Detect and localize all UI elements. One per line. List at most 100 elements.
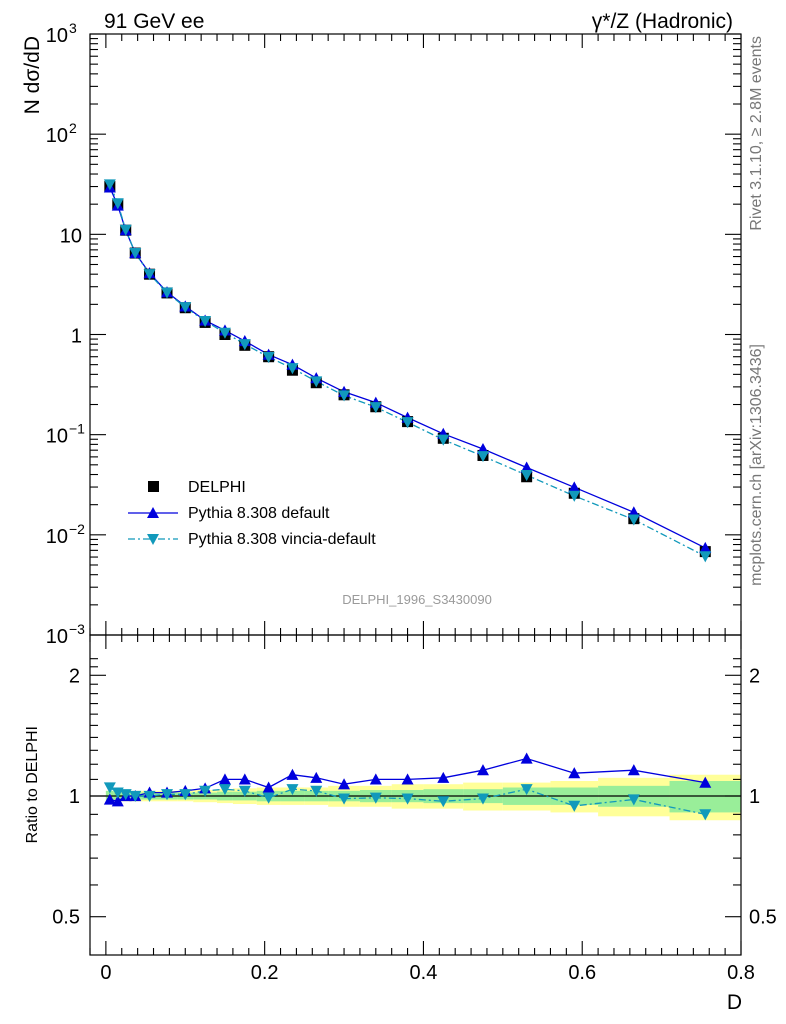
ratio-point-mc2 [310, 785, 323, 797]
ratio-point-mc2 [179, 789, 192, 801]
legend-marker-mc2 [147, 534, 159, 545]
data-point-mc2 [286, 363, 299, 375]
data-point-mc2 [338, 390, 351, 402]
ratio-point-mc1 [103, 793, 116, 805]
data-point-mc2 [129, 247, 142, 260]
ratio-point-mc1 [262, 781, 275, 793]
ratio-point-mc2 [699, 809, 712, 821]
data-point-mc2 [437, 434, 450, 446]
bottom-y-axis-title: Ratio to DELPHI [24, 726, 41, 843]
ratio-point-mc1 [568, 767, 581, 779]
ratio-point-mc2 [401, 793, 414, 805]
legend-label-delphi: DELPHI [188, 479, 246, 496]
ratio-point-mc2 [437, 796, 450, 808]
data-point-mc2 [218, 327, 231, 339]
data-point-mc2 [119, 224, 132, 236]
ratio-tick-label-right: 0.5 [749, 907, 777, 929]
y-tick-label: 10 [60, 225, 82, 247]
y-tick-label-exponent: 2 [69, 120, 77, 136]
ratio-point-mc1 [310, 771, 323, 783]
ratio-point-mc2 [286, 784, 299, 796]
data-point-mc1 [699, 541, 712, 554]
data-point-mc1 [520, 461, 533, 473]
y-tick-label-exponent: −3 [69, 621, 85, 637]
data-point-mc2 [476, 451, 489, 463]
data-point-mc2 [401, 417, 414, 429]
x-axis-title: D [727, 991, 742, 1014]
ratio-tick-label-left: 2 [69, 665, 80, 687]
data-point-mc2 [179, 302, 192, 314]
ratio-point-mc2 [476, 793, 489, 805]
y-tick-label: 1 [71, 326, 82, 348]
data-point-mc2 [103, 179, 116, 191]
mcplots-label: mcplots.cern.ch [arXiv:1306.3436] [748, 344, 765, 586]
ratio-tick-label-right: 1 [749, 786, 760, 808]
ratio-point-mc2 [143, 790, 156, 802]
x-tick-label: 0.2 [251, 962, 279, 984]
ratio-point-mc2 [369, 792, 382, 804]
ratio-point-mc1 [437, 771, 450, 783]
data-point-mc2 [199, 316, 212, 328]
y-tick-label: 10 [46, 526, 68, 548]
ratio-point-mc1 [338, 778, 351, 790]
ratio-point-mc1 [369, 773, 382, 785]
ratio-line-mc2 [109, 786, 706, 815]
y-tick-label-exponent: 3 [69, 20, 77, 36]
y-tick-label: 10 [46, 25, 68, 47]
ratio-point-mc2 [119, 789, 132, 801]
data-point-mc2 [520, 469, 533, 482]
x-tick-label: 0.6 [568, 962, 596, 984]
ratio-tick-label-left: 1 [69, 786, 80, 808]
ratio-point-mc1 [520, 752, 533, 764]
ratio-point-mc2 [262, 792, 275, 804]
data-point-mc2 [699, 551, 712, 563]
y-tick-label-exponent: −1 [69, 421, 85, 437]
y-tick-label: 10 [46, 626, 68, 648]
ratio-point-mc2 [627, 794, 640, 806]
data-point-mc2 [111, 198, 124, 210]
legend-marker-delphi [148, 481, 159, 492]
ratio-point-mc2 [238, 785, 251, 797]
ratio-tick-label-right: 2 [749, 665, 760, 687]
ratio-tick-label-left: 0.5 [52, 907, 80, 929]
data-point-mc2 [568, 490, 581, 502]
ratio-point-mc1 [238, 773, 251, 785]
data-point-mc2 [369, 402, 382, 414]
ratio-point-mc1 [476, 764, 489, 776]
x-tick-label: 0 [100, 962, 111, 984]
legend-label-mc1: Pythia 8.308 default [188, 505, 330, 522]
ratio-point-mc1 [111, 795, 124, 807]
series-line-mc2 [109, 184, 706, 557]
x-tick-label: 0.8 [727, 962, 755, 984]
legend-marker-mc1 [147, 507, 159, 518]
legend-label-mc2: Pythia 8.308 vincia-default [188, 531, 376, 548]
ratio-point-mc1 [699, 776, 712, 788]
header-left: 91 GeV ee [104, 10, 204, 33]
x-tick-label: 0.4 [410, 962, 438, 984]
y-tick-label: 10 [46, 426, 68, 448]
ratio-point-mc1 [286, 768, 299, 780]
ratio-point-mc2 [338, 793, 351, 805]
legend: DELPHI Pythia 8.308 default Pythia 8.308… [128, 479, 376, 548]
data-point-mc2 [143, 269, 156, 281]
top-y-axis-title: N dσ/dD [21, 36, 44, 114]
ratio-plot-frame [89, 634, 742, 956]
y-tick-label-exponent: −2 [69, 521, 85, 537]
ratio-point-mc1 [627, 764, 640, 776]
ratio-point-mc1 [218, 773, 231, 785]
header-right: γ*/Z (Hadronic) [592, 10, 733, 33]
data-point-mc2 [238, 339, 251, 351]
data-point-mc2 [262, 351, 275, 364]
ratio-uncertainty-bands [90, 774, 741, 821]
y-tick-label: 10 [46, 125, 68, 147]
data-point-mc2 [627, 514, 640, 526]
ratio-point-mc2 [568, 800, 581, 812]
data-point-mc1 [568, 481, 581, 493]
ratio-point-mc2 [520, 784, 533, 796]
ratio-point-mc2 [161, 789, 174, 801]
ratio-line-mc1 [109, 757, 706, 802]
ratio-point-mc2 [218, 784, 231, 796]
data-point-mc2 [161, 287, 174, 299]
